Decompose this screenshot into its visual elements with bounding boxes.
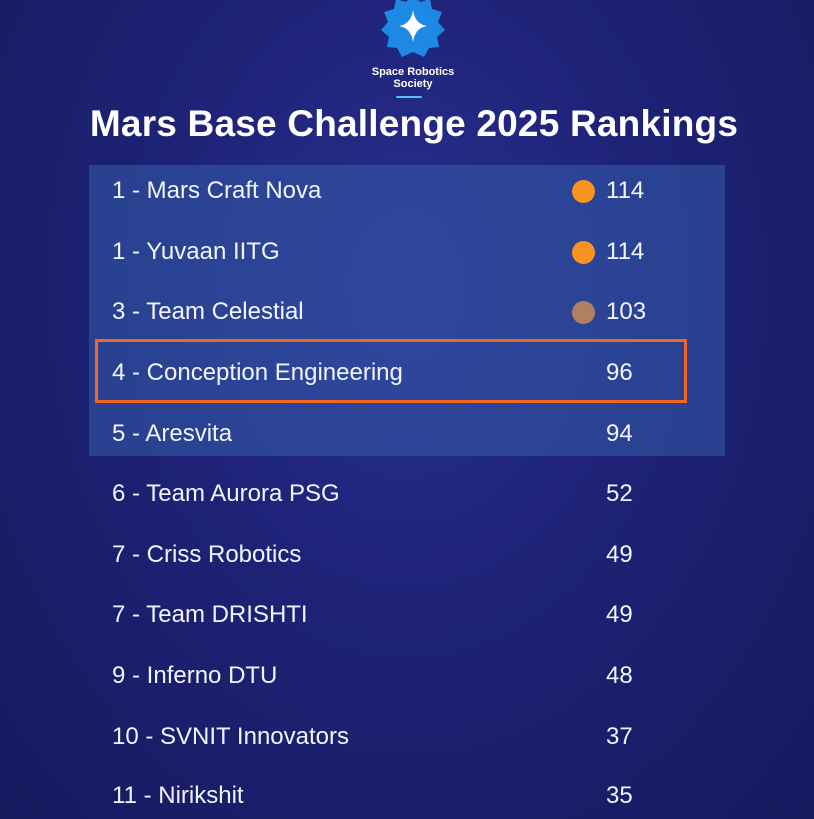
team-label: 6 - Team Aurora PSG bbox=[112, 480, 340, 507]
team-score: 114 bbox=[606, 177, 645, 204]
ranking-row: 3 - Team Celestial 103 bbox=[0, 292, 814, 332]
society-logo bbox=[379, 0, 447, 58]
ranking-row: 10 - SVNIT Innovators 37 bbox=[0, 717, 814, 757]
gold-medal-icon bbox=[572, 180, 595, 203]
ranking-row: 9 - Inferno DTU 48 bbox=[0, 656, 814, 696]
team-label: 1 - Yuvaan IITG bbox=[112, 238, 280, 265]
ranking-row: 6 - Team Aurora PSG 52 bbox=[0, 474, 814, 514]
ranking-row-highlighted: 4 - Conception Engineering 96 bbox=[0, 353, 814, 393]
page-title: Mars Base Challenge 2025 Rankings bbox=[89, 103, 739, 144]
team-score: 35 bbox=[606, 782, 633, 809]
team-label: 4 - Conception Engineering bbox=[112, 359, 403, 386]
team-score: 103 bbox=[606, 298, 647, 325]
team-label: 7 - Team DRISHTI bbox=[112, 601, 308, 628]
team-label: 7 - Criss Robotics bbox=[112, 541, 302, 568]
top-five-panel bbox=[89, 165, 725, 456]
team-label: 1 - Mars Craft Nova bbox=[112, 177, 322, 204]
ranking-row: 7 - Team DRISHTI 49 bbox=[0, 595, 814, 635]
highlight-box bbox=[95, 339, 687, 403]
team-score: 49 bbox=[606, 541, 633, 568]
org-name-underline bbox=[396, 96, 422, 98]
ranking-row: 1 - Mars Craft Nova 114 bbox=[0, 171, 814, 211]
team-score: 96 bbox=[606, 359, 633, 386]
team-score: 48 bbox=[606, 662, 633, 689]
organization-name: Space Robotics Society bbox=[371, 66, 455, 90]
ranking-row: 11 - Nirikshit 35 bbox=[0, 776, 814, 816]
team-label: 5 - Aresvita bbox=[112, 420, 233, 447]
team-label: 10 - SVNIT Innovators bbox=[112, 723, 349, 750]
team-score: 52 bbox=[606, 480, 633, 507]
ranking-row: 5 - Aresvita 94 bbox=[0, 414, 814, 454]
team-label: 9 - Inferno DTU bbox=[112, 662, 278, 689]
team-score: 37 bbox=[606, 723, 633, 750]
team-label: 3 - Team Celestial bbox=[112, 298, 304, 325]
team-score: 114 bbox=[606, 238, 645, 265]
team-score: 49 bbox=[606, 601, 633, 628]
team-label: 11 - Nirikshit bbox=[112, 782, 244, 809]
ranking-row: 7 - Criss Robotics 49 bbox=[0, 535, 814, 575]
ranking-row: 1 - Yuvaan IITG 114 bbox=[0, 232, 814, 272]
team-score: 94 bbox=[606, 420, 633, 447]
sparkle-gear-logo-icon bbox=[381, 0, 445, 57]
bronze-medal-icon bbox=[572, 301, 595, 324]
gold-medal-icon bbox=[572, 241, 595, 264]
